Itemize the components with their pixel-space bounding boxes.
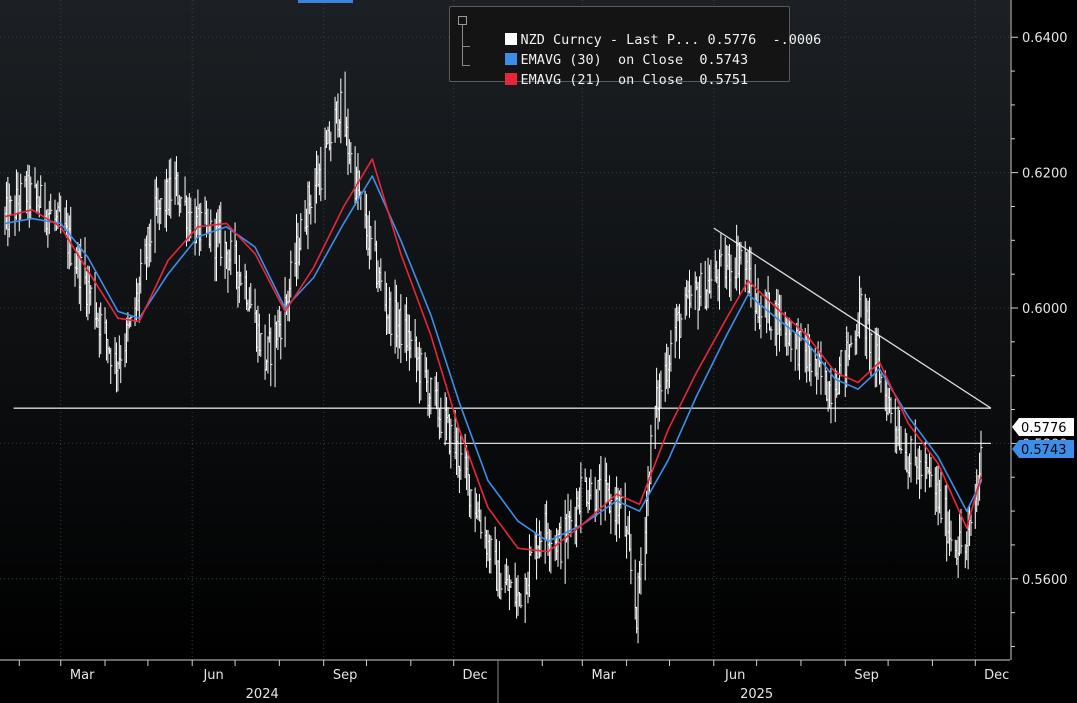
x-month-label: Sep xyxy=(333,668,358,683)
plot-background xyxy=(0,0,1010,660)
last-price-tag-shape xyxy=(1012,418,1074,436)
x-month-label: Dec xyxy=(984,668,1009,683)
legend-label-ema21: EMAVG (21) on Close 0.5751 xyxy=(520,72,749,88)
legend-label-price: NZD Curncy - Last P... 0.5776 -.0006 xyxy=(520,32,822,48)
legend-item-ema30[interactable]: EMAVG (30) on Close 0.5743 xyxy=(472,33,748,68)
legend-label-ema30: EMAVG (30) on Close 0.5743 xyxy=(520,52,749,68)
legend-tree-branch xyxy=(462,46,470,47)
ema21-line xyxy=(4,158,982,553)
x-month-label: Sep xyxy=(854,668,879,683)
price-bars xyxy=(4,71,983,644)
legend-tree-line xyxy=(462,25,463,65)
legend-tree-branch xyxy=(462,65,470,66)
y-tick-label: 0.6000 xyxy=(1022,302,1068,317)
x-month-label: Jun xyxy=(202,668,223,683)
last-price-tag-text: 0.5776 xyxy=(1021,421,1067,436)
ema-lines xyxy=(4,158,982,553)
ema30-price-tag-text: 0.5743 xyxy=(1021,443,1067,458)
y-tick-label: 0.6200 xyxy=(1022,167,1068,182)
x-year-label: 2024 xyxy=(246,687,279,702)
x-month-label: Mar xyxy=(591,668,616,683)
ema30-line xyxy=(4,175,982,543)
price-tags: 0.5776 0.5743 xyxy=(1012,418,1074,458)
ema30-price-tag-shape xyxy=(1012,440,1074,458)
last-price-tag: 0.5776 xyxy=(1012,418,1074,436)
legend-swatch-ema30 xyxy=(504,53,517,65)
legend-swatch-price xyxy=(504,33,517,45)
y-tick-label: 0.5600 xyxy=(1022,573,1068,588)
legend[interactable]: NZD Curncy - Last P... 0.5776 -.0006 EMA… xyxy=(449,6,821,88)
x-year-label: 2025 xyxy=(740,687,773,702)
window-accent-bar xyxy=(298,0,353,3)
x-month-label: Jun xyxy=(724,668,745,683)
collapse-icon[interactable] xyxy=(458,16,467,25)
x-month-label: Mar xyxy=(70,668,95,683)
legend-swatch-ema21 xyxy=(504,73,517,85)
y-tick-label: 0.6400 xyxy=(1022,31,1068,46)
legend-item-price[interactable]: NZD Curncy - Last P... 0.5776 -.0006 xyxy=(472,13,821,48)
ema30-price-tag: 0.5743 xyxy=(1012,440,1074,458)
x-axis: Mar Jun Sep Dec Mar Jun Sep Dec 2024 2025 xyxy=(0,659,1010,703)
x-month-label: Dec xyxy=(463,668,488,683)
trend-line xyxy=(713,227,992,409)
legend-item-ema21[interactable]: EMAVG (21) on Close 0.5751 xyxy=(472,53,748,88)
